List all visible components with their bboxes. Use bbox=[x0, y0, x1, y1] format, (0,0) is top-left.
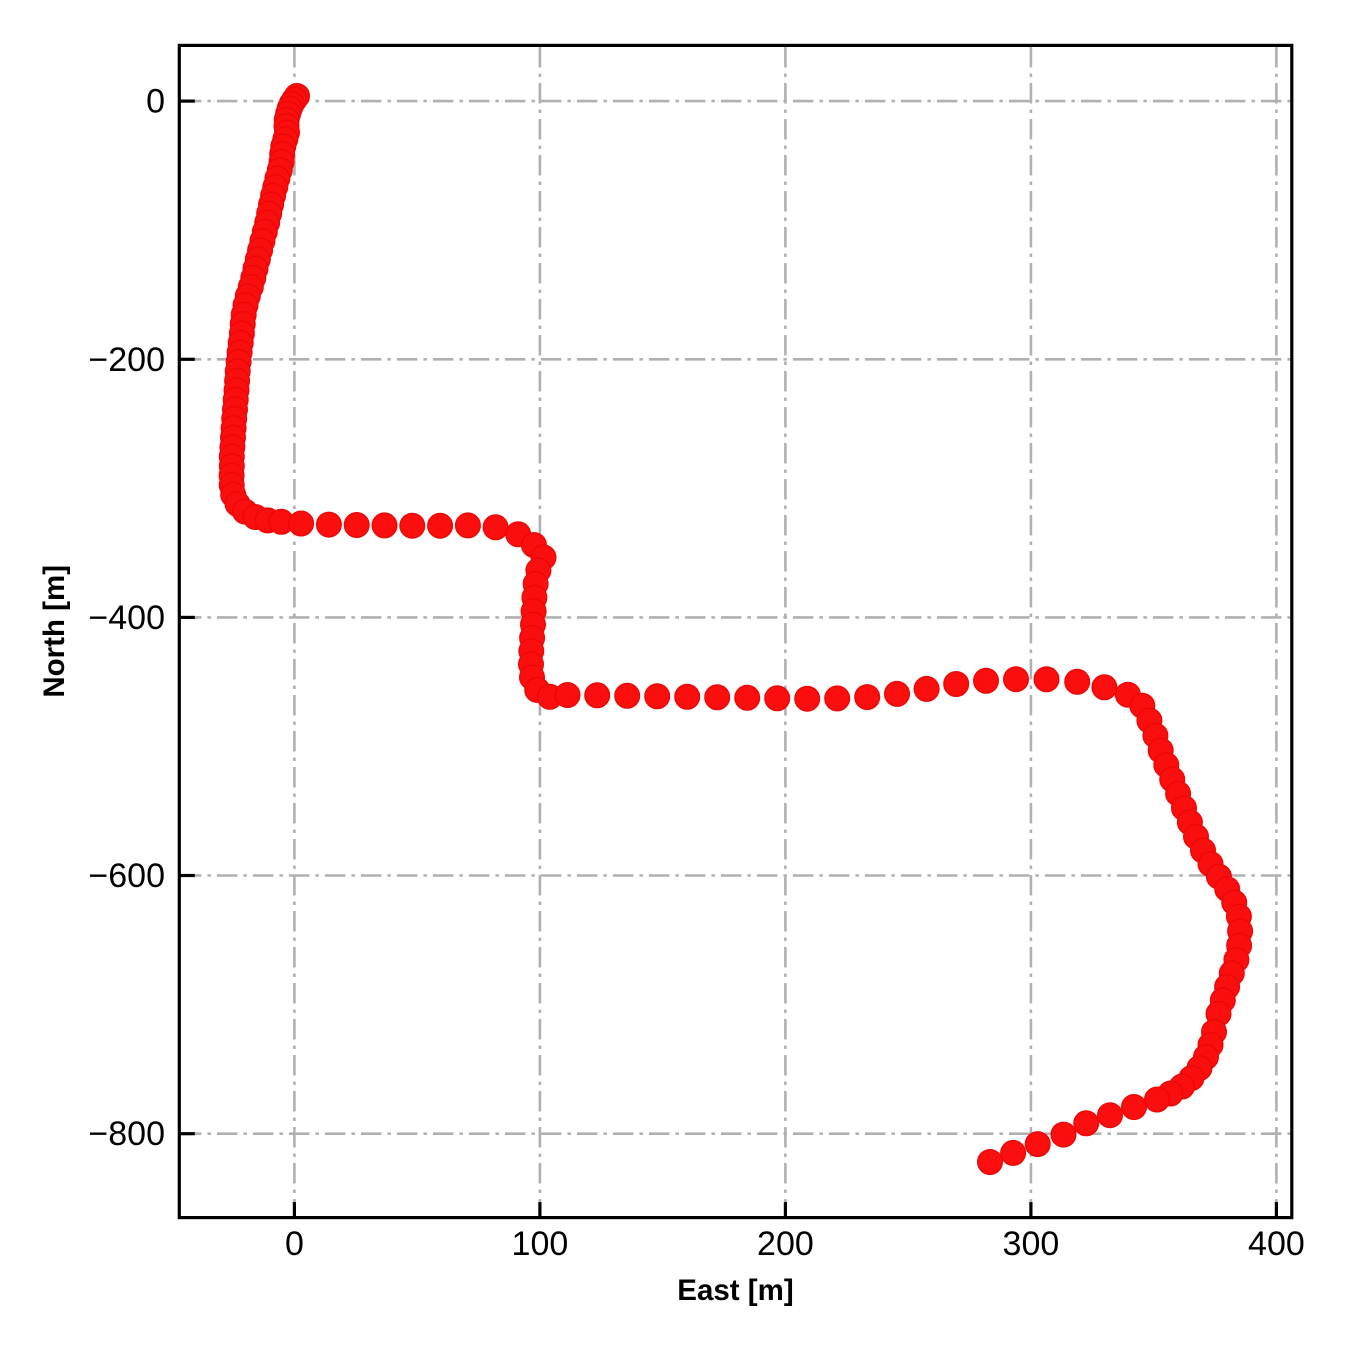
svg-text:North [m]: North [m] bbox=[38, 565, 71, 698]
svg-text:East [m]: East [m] bbox=[677, 1274, 793, 1307]
svg-text:100: 100 bbox=[512, 1225, 569, 1263]
svg-text:−800: −800 bbox=[88, 1115, 165, 1153]
svg-text:0: 0 bbox=[146, 83, 165, 121]
svg-text:−200: −200 bbox=[88, 341, 165, 379]
svg-text:200: 200 bbox=[757, 1225, 814, 1263]
svg-text:−400: −400 bbox=[88, 599, 165, 637]
svg-text:400: 400 bbox=[1248, 1225, 1305, 1263]
svg-text:−600: −600 bbox=[88, 857, 165, 895]
svg-text:300: 300 bbox=[1003, 1225, 1060, 1263]
svg-text:0: 0 bbox=[285, 1225, 304, 1263]
